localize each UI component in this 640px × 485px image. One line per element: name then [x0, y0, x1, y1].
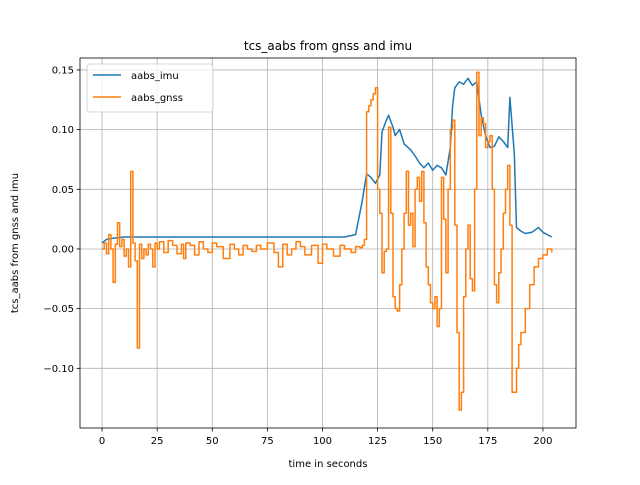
- legend-label-imu: aabs_imu: [131, 71, 179, 82]
- y-tick-label: 0.10: [52, 125, 74, 136]
- x-tick-label: 25: [151, 436, 164, 447]
- x-axis-label: time in seconds: [289, 459, 368, 470]
- x-tick-label: 100: [313, 436, 332, 447]
- y-tick-label: −0.05: [43, 304, 74, 315]
- axis-ticks: 0 25 50 75 100 125 150 175 200 −0.10 −0.05 0.00 0.05…: [43, 65, 552, 447]
- plot-frame: [79, 57, 577, 429]
- grid: [80, 58, 576, 428]
- x-tick-label: 150: [423, 436, 442, 447]
- legend-box: [86, 63, 214, 113]
- series-group: [101, 71, 553, 411]
- x-tick-label: 125: [368, 436, 387, 447]
- x-tick-label: 0: [99, 436, 105, 447]
- y-axis-label: tcs_aabs from gnss and imu: [10, 173, 21, 313]
- y-tick-label: −0.10: [43, 364, 74, 375]
- y-tick-label: 0.15: [52, 65, 74, 76]
- y-tick-label: 0.05: [52, 185, 74, 196]
- series-line-aabs_gnss: [102, 71, 553, 411]
- legend: aabs_imu aabs_gnss: [86, 63, 214, 113]
- legend-label-gnss: aabs_gnss: [131, 93, 183, 104]
- x-tick-label: 200: [533, 436, 552, 447]
- x-tick-label: 75: [261, 436, 274, 447]
- x-tick-label: 50: [206, 436, 219, 447]
- series-line-aabs_imu: [101, 77, 553, 244]
- x-tick-label: 175: [478, 436, 497, 447]
- chart-title: tcs_aabs from gnss and imu: [244, 39, 412, 53]
- y-tick-label: 0.00: [52, 244, 74, 255]
